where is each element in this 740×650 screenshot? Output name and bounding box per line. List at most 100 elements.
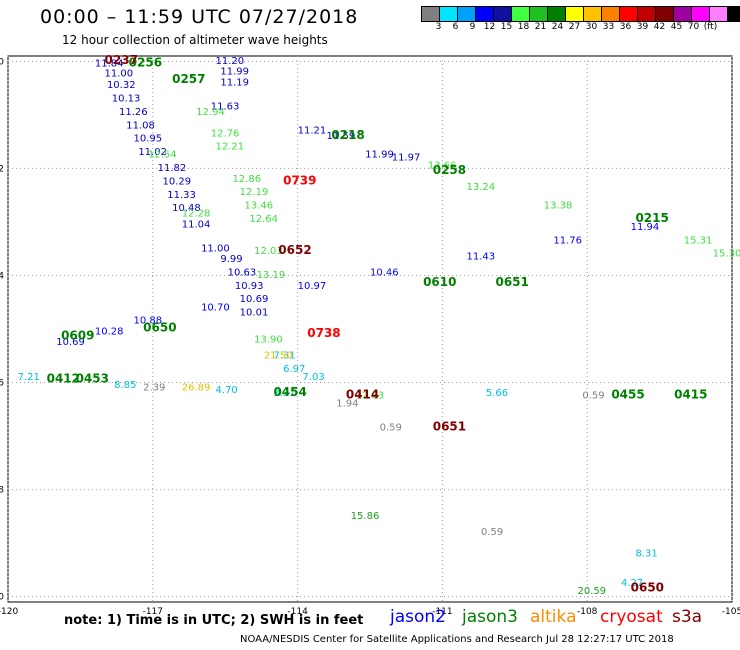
wave-height-label: 11.84 [95,59,124,70]
pass-time-label: 0412 [47,372,80,386]
wave-height-label: 10.13 [112,94,141,105]
wave-height-label: 13.24 [467,182,496,193]
wave-height-label: 11.04 [182,219,211,230]
wave-height-label: 11.02 [138,147,167,158]
wave-height-label: 7.03 [302,372,324,383]
satellite-legend-item: s3a [672,607,703,627]
pass-time-label: 0651 [495,275,528,289]
wave-height-label: 9.99 [220,254,242,265]
wave-height-label: 26.89 [182,383,211,394]
lat-tick-label: -66 [0,379,4,389]
color-scale-labels: 3 6 9 12 15 18 21 24 27 30 33 36 39 42 45 70 (ft) [422,22,719,32]
wave-height-label: 12.94 [196,107,225,118]
wave-height-label: 11.82 [158,163,187,174]
wave-height-label: 20.59 [578,586,607,597]
page-title: 00:00 – 11:59 UTC 07/27/2018 [40,6,359,28]
wave-height-label: 11.08 [126,120,155,131]
page-subtitle: 12 hour collection of altimeter wave hei… [62,33,328,47]
scale-label: 27 [568,22,581,32]
wave-height-label: 13.90 [254,334,283,345]
lat-tick-label: -64 [0,271,4,281]
wave-height-label: 11.59 [327,131,356,142]
wave-height-label: 13.66 [428,160,457,171]
pass-time-label: 0650 [143,321,176,335]
wave-height-label: 10.63 [228,267,257,278]
wave-height-label: 11.43 [467,251,496,262]
wave-height-label: 11.19 [220,77,249,88]
wave-height-label: 3.31 [273,388,295,399]
satellite-legend-item: cryosat [600,607,663,627]
wave-height-label: 15.30 [713,249,740,260]
pass-time-label: 0652 [278,243,311,257]
wave-height-label: 11.63 [211,102,240,113]
wave-height-label: 10.46 [370,267,399,278]
scale-label: 39 [636,22,649,32]
pass-time-label: 0454 [273,385,306,399]
wave-height-label: 15.31 [684,235,713,246]
lat-tick-label: -68 [0,486,4,496]
satellite-legend-item: altika [530,607,577,627]
pass-time-label: 0453 [76,372,109,386]
footer-note: note: 1) Time is in UTC; 2) SWH is in fe… [64,613,364,628]
pass-time-label: 0738 [307,326,340,340]
lon-tick-label: -108 [577,607,598,617]
scale-label: 24 [551,22,564,32]
scale-label: 36 [619,22,632,32]
lat-tick-label: -62 [0,164,4,174]
wave-height-label: 2.39 [143,383,165,394]
scale-label: 3 [435,22,442,32]
scale-label: 12 [483,22,496,32]
wave-height-label: 0.59 [481,527,503,538]
lat-tick-label: -70 [0,593,4,603]
wave-height-label: 4.27 [621,578,643,589]
wave-height-label: 13.38 [544,201,573,212]
pass-time-label: 0414 [346,388,379,402]
wave-height-label: 11.00 [201,243,230,254]
wave-height-label: 12.54 [148,150,177,161]
wave-height-label: 10.70 [201,302,230,313]
lon-tick-label: -111 [432,607,452,617]
scale-label: 21 [534,22,547,32]
lon-tick-label: -105 [722,607,740,617]
wave-height-label: 10.01 [240,308,269,319]
pass-time-label: 0237 [105,53,138,67]
wave-height-label: 10.88 [133,316,162,327]
satellite-legend-item: jason3 [462,607,518,627]
wave-height-label: 10.97 [298,281,327,292]
wave-height-label: 12.21 [216,142,245,153]
lon-tick-label: -117 [143,607,163,617]
lon-tick-label: -120 [0,607,18,617]
credit-line: NOAA/NESDIS Center for Satellite Applica… [240,634,674,645]
pass-time-label: 0256 [129,56,162,70]
wave-height-label: 12.76 [211,128,240,139]
wave-height-label: 10.93 [235,281,264,292]
wave-height-label: 11.20 [216,56,245,67]
wave-height-label: 10.69 [240,294,269,305]
wave-height-label: 13.46 [245,201,274,212]
pass-time-label: 0258 [433,163,466,177]
wave-height-label: 0.59 [582,391,604,402]
wave-height-label: 11.99 [220,67,249,78]
wave-height-label: 7.31 [273,350,295,361]
pass-time-label: 0455 [611,388,644,402]
wave-height-label: 12.83 [356,391,385,402]
scale-label: 70 [687,22,700,32]
wave-height-label: 1.94 [336,399,358,410]
wave-height-label: 12.86 [232,174,261,185]
pass-time-label: 0218 [331,128,364,142]
scale-label: 18 [517,22,530,32]
wave-height-label: 11.21 [298,126,327,137]
wave-height-label: 11.76 [553,235,582,246]
wave-height-label: 5.66 [486,388,508,399]
lat-tick-label: -60 [0,57,4,67]
color-scale [421,6,740,22]
wave-height-label: 10.29 [162,176,191,187]
wave-height-label: 11.33 [167,190,196,201]
pass-time-label: 0257 [172,72,205,86]
pass-time-label: 0650 [631,580,664,594]
scale-swatch [727,6,740,22]
wave-height-label: 8.31 [635,549,657,560]
wave-height-label: 13.19 [257,270,286,281]
wave-height-label: 12.64 [249,214,278,225]
wave-height-label: 11.94 [631,222,660,233]
